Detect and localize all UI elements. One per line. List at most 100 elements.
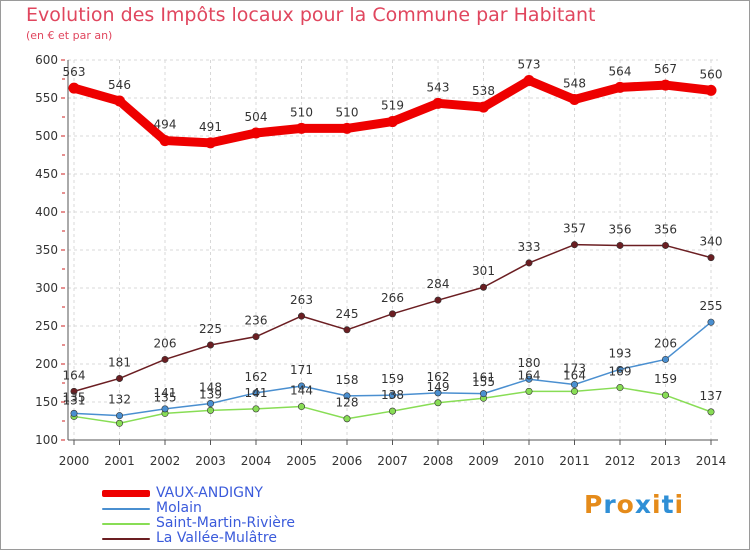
- data-point: [388, 310, 396, 318]
- data-label: 567: [654, 62, 677, 76]
- data-point: [479, 283, 487, 291]
- data-label: 245: [336, 307, 359, 321]
- data-point: [205, 137, 216, 149]
- data-label: 206: [654, 336, 677, 350]
- logo-letter: t: [661, 490, 675, 519]
- data-label: 162: [245, 370, 268, 384]
- data-point: [432, 97, 444, 109]
- data-point: [616, 384, 624, 392]
- legend-label-vaux-andigny: VAUX-ANDIGNY: [156, 485, 263, 501]
- y-tick-label: 100: [35, 433, 58, 447]
- x-tick-label: 2009: [468, 454, 499, 468]
- logo-letter: i: [652, 490, 662, 519]
- legend-swatch-vaux-andigny: [102, 490, 150, 497]
- data-label: 164: [563, 368, 586, 382]
- x-tick-label: 2011: [559, 454, 590, 468]
- data-point: [388, 407, 396, 415]
- x-tick-label: 2003: [195, 454, 226, 468]
- data-point: [161, 405, 169, 413]
- y-tick-label: 250: [35, 319, 58, 333]
- logo-letter: x: [634, 490, 652, 519]
- data-label: 573: [518, 58, 541, 72]
- data-point: [707, 318, 715, 326]
- chart-legend: VAUX-ANDIGNY Molain Saint-Martin-Rivière…: [102, 486, 295, 546]
- data-label: 138: [381, 388, 404, 402]
- grid-lines: [68, 59, 718, 440]
- data-point: [116, 374, 124, 382]
- data-label: 548: [563, 77, 586, 91]
- y-tick-label: 300: [35, 281, 58, 295]
- data-point: [343, 392, 351, 400]
- chart-title: Evolution des Impôts locaux pour la Comm…: [26, 4, 596, 26]
- proxiti-logo: Proxiti: [584, 490, 684, 519]
- x-tick-label: 2002: [150, 454, 181, 468]
- data-point: [297, 403, 305, 411]
- data-label: 301: [472, 264, 495, 278]
- axes: 100 150 200 250 300 350 400 450 500 550 600 2000 200…: [35, 53, 726, 468]
- data-point: [661, 391, 669, 399]
- data-point: [343, 326, 351, 334]
- data-point: [70, 387, 78, 395]
- data-point: [434, 389, 442, 397]
- legend-item-la-vallee-mulatre: La Vallée-Mulâtre: [102, 531, 295, 546]
- data-label: 236: [245, 314, 268, 328]
- data-label: 504: [245, 110, 268, 124]
- logo-letter: o: [616, 490, 635, 519]
- data-point: [161, 355, 169, 363]
- data-label: 164: [518, 368, 541, 382]
- legend-item-vaux-andigny: VAUX-ANDIGNY: [102, 486, 295, 501]
- y-tick-label: 500: [35, 129, 58, 143]
- data-label: 141: [154, 386, 177, 400]
- data-label: 162: [427, 370, 450, 384]
- data-label: 132: [108, 393, 131, 407]
- data-point: [616, 241, 624, 249]
- data-label: 563: [63, 65, 86, 79]
- legend-item-saint-martin-riviere: Saint-Martin-Rivière: [102, 516, 295, 531]
- data-label: 510: [336, 105, 359, 119]
- data-label: 193: [609, 346, 632, 360]
- data-label: 148: [199, 381, 222, 395]
- data-label: 284: [427, 277, 450, 291]
- data-point: [70, 409, 78, 417]
- data-point: [661, 355, 669, 363]
- data-point: [114, 95, 125, 107]
- data-point: [159, 135, 171, 147]
- data-label: 164: [63, 368, 86, 382]
- data-label: 491: [199, 120, 222, 134]
- x-tick-label: 2004: [241, 454, 272, 468]
- y-tick-label: 350: [35, 243, 58, 257]
- x-tick-label: 2005: [286, 454, 317, 468]
- data-point: [661, 241, 669, 249]
- x-tick-label: 2010: [514, 454, 545, 468]
- y-tick-label: 550: [35, 91, 58, 105]
- data-point: [116, 412, 124, 420]
- data-point: [705, 84, 717, 96]
- data-label: 546: [108, 78, 131, 92]
- data-point: [525, 375, 533, 383]
- data-label: 266: [381, 291, 404, 305]
- data-label: 128: [336, 396, 359, 410]
- data-point: [660, 79, 671, 91]
- data-label: 159: [381, 372, 404, 386]
- data-point: [614, 81, 626, 93]
- data-point: [388, 391, 396, 399]
- data-label: 159: [654, 372, 677, 386]
- data-label: 564: [609, 64, 632, 78]
- y-tick-label: 150: [35, 395, 58, 409]
- legend-label-molain: Molain: [156, 500, 202, 516]
- data-point: [297, 312, 305, 320]
- x-tick-label: 2012: [605, 454, 636, 468]
- data-label: 139: [199, 387, 222, 401]
- data-point: [434, 399, 442, 407]
- y-tick-label: 200: [35, 357, 58, 371]
- data-point: [570, 241, 578, 249]
- y-tick-label: 400: [35, 205, 58, 219]
- data-label: 131: [63, 393, 86, 407]
- data-label: 135: [63, 390, 86, 404]
- data-label: 494: [154, 118, 177, 132]
- data-point: [525, 259, 533, 267]
- data-labels: 563 546 494 491 504 510 510 519 543 538 573 548 564 5…: [63, 58, 723, 410]
- y-tick-label: 450: [35, 167, 58, 181]
- data-label: 141: [245, 386, 268, 400]
